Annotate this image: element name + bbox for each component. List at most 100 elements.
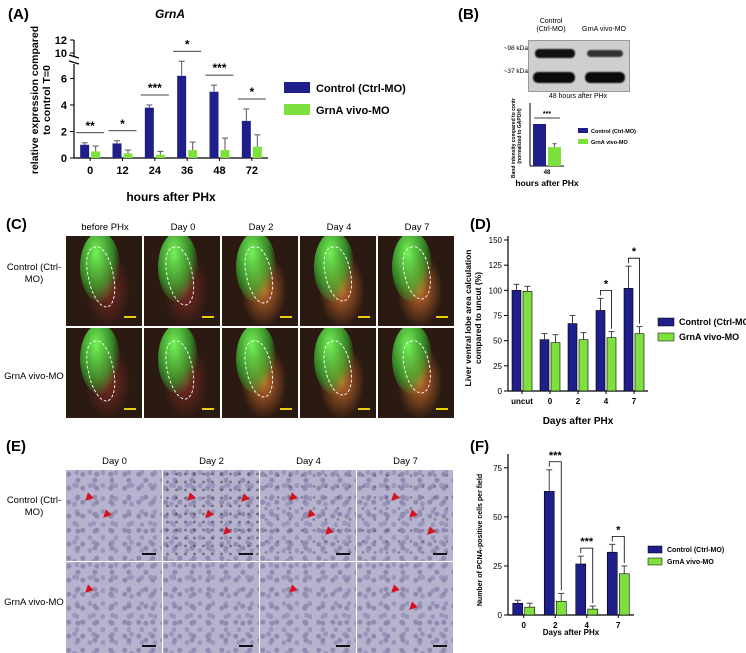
scale-bar	[336, 645, 350, 647]
bar-control	[567, 323, 578, 392]
legend-swatch-grna	[284, 104, 310, 115]
column-label-c: Day 4	[326, 222, 352, 233]
bar-grna	[578, 339, 589, 392]
significance-label: *	[632, 246, 637, 258]
blot-lane-label-grna: GrnA vivo-MO	[582, 26, 626, 33]
y-tick-label: 75	[493, 464, 502, 473]
significance-bracket	[600, 289, 612, 329]
significance-label: ***	[148, 81, 162, 95]
y-axis-label: Band intensity compared to control(norma…	[511, 98, 523, 178]
y-axis-label: Number of PCNA-positive cells per field	[477, 474, 484, 606]
x-axis-label: hours after PHx	[126, 190, 216, 204]
fluorescent-region	[158, 236, 198, 302]
bar-grna	[548, 147, 561, 166]
y-axis-label: relative expression comparedto control T…	[29, 26, 53, 174]
bar-grna	[155, 154, 165, 158]
pcna-stained-cells	[163, 470, 259, 561]
scale-bar	[358, 316, 370, 318]
significance-label: *	[185, 37, 190, 51]
blot-panel: Control (Ctrl-MO) GrnA vivo-MO ~98 kDa ~…	[498, 18, 630, 100]
y-axis-label: Liver ventral lobe area calculationcompa…	[463, 249, 483, 386]
column-label-e: Day 7	[393, 456, 418, 467]
x-tick-label: 4	[604, 397, 609, 406]
y-tick-label: 25	[493, 362, 502, 371]
x-tick-label: 36	[181, 165, 193, 177]
column-label-c: Day 7	[404, 222, 430, 233]
blot-band-control-37	[533, 72, 575, 83]
bar-control	[241, 120, 251, 158]
liver-photo	[66, 236, 142, 326]
y-tick-label: 4	[61, 100, 68, 112]
y-tick-label: 2	[61, 127, 67, 139]
chart-f: 0 25 50 75 0 2 *** 4 *** 7 * Days after PHx Control …	[477, 450, 724, 637]
scale-bar	[436, 316, 448, 318]
bar-grna	[550, 342, 561, 392]
arrowhead-marker	[406, 601, 418, 613]
y-tick-label: 125	[489, 261, 503, 270]
bar-control	[209, 91, 219, 158]
significance-label: ***	[212, 61, 226, 75]
row-label-e-control: Control (Ctrl-MO)	[6, 495, 62, 518]
panel-label-f: (F)	[470, 438, 490, 455]
bar-control	[511, 290, 522, 392]
scale-bar	[280, 408, 292, 410]
y-tick-label: 50	[493, 337, 502, 346]
legend-label-grna: GrnA vivo-MO	[591, 140, 628, 146]
fluorescent-region	[236, 236, 276, 302]
significance-label: ***	[549, 450, 563, 462]
significance-label: ***	[543, 111, 551, 118]
significance-label: **	[85, 119, 95, 133]
x-axis-label: hours after PHx	[515, 178, 579, 188]
blot-band-grna-98	[587, 50, 623, 57]
y-tick-label: 50	[493, 513, 502, 522]
legend-label-control: Control (Ctrl-MO)	[667, 547, 724, 554]
bar-grna	[123, 153, 133, 158]
column-label-e: Day 0	[102, 456, 127, 467]
liver-photo	[144, 236, 220, 326]
legend-swatch-grna	[578, 139, 588, 144]
column-label-c: Day 2	[248, 222, 274, 233]
bar-control	[543, 491, 555, 616]
bar-control	[112, 143, 122, 158]
histology-image	[163, 562, 259, 653]
histology-image	[66, 470, 162, 561]
photo-grid-c: before PHx Day 0 Day 2 Day 4 Day 7	[66, 222, 456, 420]
scale-bar	[239, 645, 253, 647]
bar-grna	[91, 151, 101, 158]
legend-label-control: Control (Ctrl-MO)	[591, 129, 636, 135]
panel-label-c: (C)	[6, 216, 27, 233]
fluorescent-region	[314, 236, 354, 302]
x-axis-label: Days after PHx	[543, 628, 600, 637]
row-label-c-grna: GrnA vivo-MO	[4, 371, 64, 382]
bar-grna	[587, 608, 599, 616]
arrowhead-marker	[388, 584, 400, 596]
arrowhead-marker	[100, 509, 112, 521]
fluorescent-region	[314, 328, 354, 394]
x-tick-label: uncut	[511, 397, 533, 406]
histology-image	[163, 470, 259, 561]
bar-control	[177, 75, 187, 158]
pcna-stained-cells	[260, 470, 356, 561]
x-tick-label: 0	[522, 621, 527, 630]
y-tick-label: 10	[55, 48, 67, 60]
fluorescent-region	[392, 328, 432, 394]
scale-bar	[202, 316, 214, 318]
photo-grid-e: Day 0 Day 2 Day 4 Day 7	[66, 444, 456, 653]
x-tick-label: 2	[576, 397, 581, 406]
chart-title: GrnA	[155, 7, 185, 21]
blot-image	[528, 40, 630, 92]
y-tick-label: 100	[489, 286, 503, 295]
legend-swatch-control	[578, 128, 588, 133]
significance-label: *	[616, 524, 621, 536]
axis-break	[68, 54, 80, 65]
scale-bar	[124, 316, 136, 318]
bar-control	[539, 339, 550, 392]
legend-swatch-control	[647, 545, 663, 554]
row-label-e-grna: GrnA vivo-MO	[4, 597, 64, 608]
significance-bracket	[628, 257, 640, 324]
bar-grna	[220, 150, 230, 158]
x-axis-label: Days after PHx	[543, 416, 614, 427]
x-tick-label: 0	[548, 397, 553, 406]
x-tick-label: 7	[632, 397, 637, 406]
